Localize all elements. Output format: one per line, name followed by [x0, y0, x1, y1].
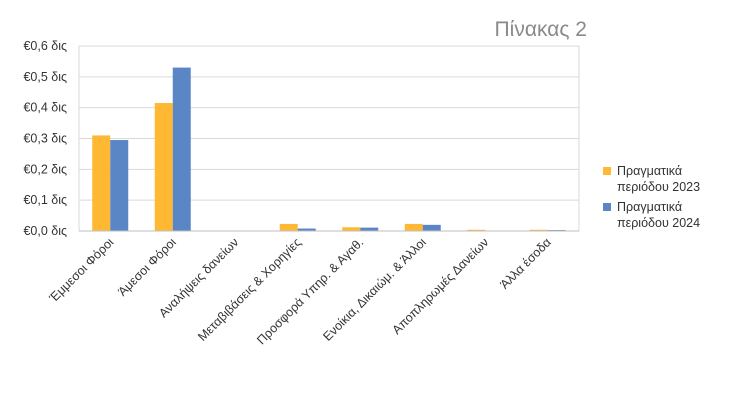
legend-swatch	[603, 167, 611, 175]
bar	[360, 227, 379, 231]
x-tick-label: Άμεσοι Φόροι	[115, 235, 179, 299]
x-tick-label: Άλλα έσοδα	[497, 235, 553, 291]
legend-swatch	[603, 203, 611, 211]
bar	[297, 228, 316, 231]
x-tick-label: Ενοίκια, Δικαιώμ. & Άλλοι	[320, 235, 429, 344]
x-tick-label: Προσφορά Υπηρ. & Αγαθ.	[254, 235, 366, 347]
y-tick-label: €0,2 δις	[23, 162, 67, 176]
bar	[529, 229, 548, 231]
bar	[422, 224, 441, 231]
y-tick-label: €0,6 δις	[23, 39, 67, 53]
gridlines	[78, 45, 580, 232]
chart-title: Πίνακας 2	[494, 18, 588, 41]
bar	[92, 135, 111, 231]
y-tick-label: €0,5 δις	[23, 70, 67, 84]
bar	[342, 227, 361, 231]
legend-label: Πραγματικά περιόδου 2024	[617, 200, 701, 230]
legend-item: Πραγματικά περιόδου 2024	[603, 199, 728, 231]
y-tick-label: €0,0 δις	[23, 224, 67, 238]
y-axis: €0,0 δις €0,1 δις €0,2 δις €0,3 δις €0,4 δις…	[23, 39, 67, 238]
y-tick-label: €0,4 δις	[23, 101, 67, 115]
bar	[404, 223, 423, 231]
legend-label: Πραγματικά περιόδου 2023	[617, 164, 701, 194]
x-tick-label: Έμμεσοι Φόροι	[46, 235, 116, 305]
bar	[154, 103, 173, 231]
bar	[172, 67, 191, 231]
bar	[110, 140, 129, 231]
y-tick-label: €0,3 δις	[23, 132, 67, 146]
legend: Πραγματικά περιόδου 2023 Πραγματικά περιό…	[603, 163, 728, 235]
y-tick-label: €0,1 δις	[23, 193, 67, 207]
legend-item: Πραγματικά περιόδου 2023	[603, 163, 728, 195]
bar	[467, 229, 486, 231]
x-tick-label: Μεταβιβάσεις & Χορηγίες	[195, 235, 304, 344]
bar	[279, 223, 298, 231]
bars	[92, 67, 566, 231]
